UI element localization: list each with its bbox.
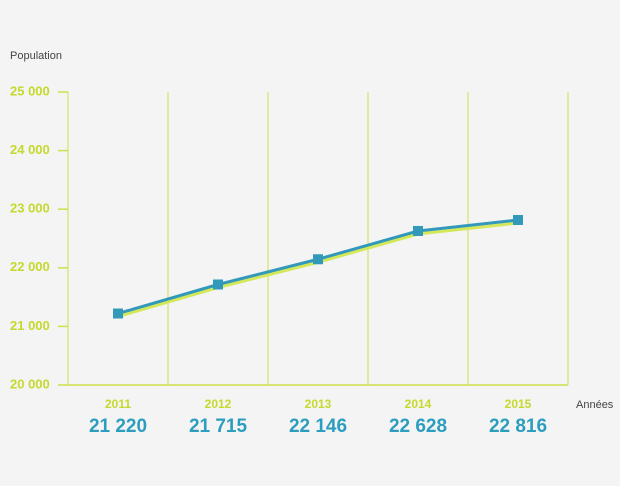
value-label: 22 146 [289,416,347,437]
point [313,254,323,265]
x-axis-label: Années [576,399,614,411]
value-label: 22 628 [389,416,447,437]
y-tick-label: 24 000 [10,142,50,157]
y-axis-label: Population [10,50,62,62]
x-tick-label: 2012 [205,397,232,411]
y-tick-label: 21 000 [10,318,50,333]
x-tick-label: 2014 [405,397,432,411]
y-tick-label: 23 000 [10,201,50,216]
y-tick-label: 25 000 [10,83,50,98]
x-tick-label: 2011 [105,397,131,411]
value-label: 21 220 [89,416,147,437]
value-label: 22 816 [489,416,547,437]
y-tick-label: 22 000 [10,259,50,274]
x-tick-label: 2013 [305,397,332,411]
x-tick-label: 2015 [505,397,532,411]
line-shadow [117,221,519,318]
point [113,308,123,319]
point [413,225,423,236]
value-label: 21 715 [189,416,248,437]
y-tick-label: 20 000 [10,376,50,391]
point [513,214,523,225]
point [213,279,223,290]
